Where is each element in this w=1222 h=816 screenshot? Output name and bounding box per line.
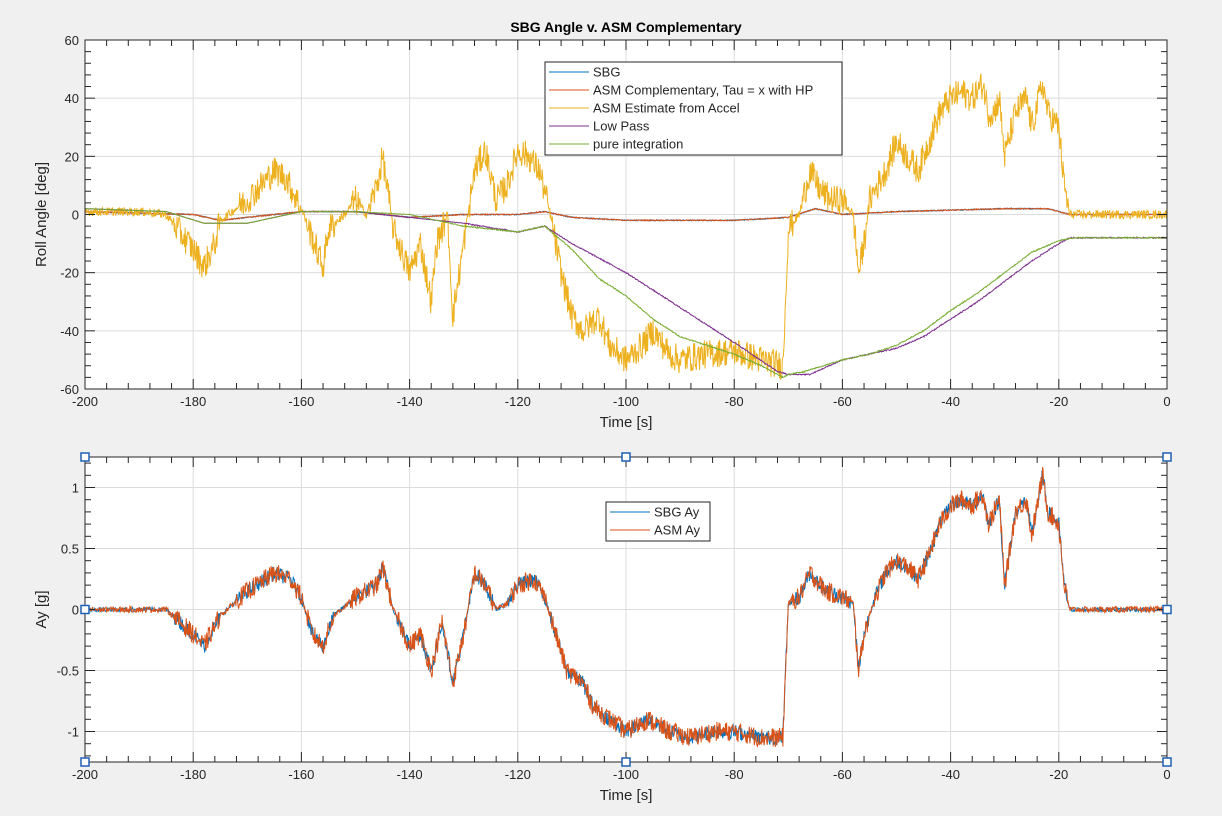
- y-axis-label: Ay [g]: [33, 590, 50, 628]
- y-tick-label: 20: [65, 149, 79, 164]
- y-tick-label: 0: [72, 603, 79, 618]
- legend-entry: pure integration: [593, 137, 683, 152]
- y-tick-label: 1: [72, 481, 79, 496]
- series-line-pure-integration: [85, 208, 1168, 379]
- axes-1[interactable]: -200 -180 -160 -140 -120 -100 -80 -60 -40 -20 0-60…: [33, 33, 1171, 431]
- x-tick-label: -80: [725, 394, 744, 409]
- y-tick-label: -0.5: [57, 664, 79, 679]
- legend-box: [605, 501, 711, 542]
- legend[interactable]: SBG ASM Complementary, Tau = x with HP ASM…: [544, 61, 843, 156]
- legend-entry: ASM Estimate from Accel: [593, 101, 740, 116]
- x-tick-label: -160: [288, 394, 314, 409]
- y-axis-label: Roll Angle [deg]: [33, 162, 50, 267]
- y-tick-label: 60: [65, 33, 79, 48]
- x-tick-label: -140: [397, 767, 423, 782]
- chart-title: SBG Angle v. ASM Complementary: [510, 19, 742, 35]
- x-tick-label: -60: [833, 394, 852, 409]
- selection-handle[interactable]: [80, 757, 90, 767]
- x-tick-label: 0: [1163, 767, 1170, 782]
- selection-handle[interactable]: [1162, 604, 1172, 615]
- x-tick-label: -180: [180, 767, 206, 782]
- legend-entry: ASM Ay: [654, 523, 701, 538]
- x-tick-label: -120: [505, 394, 531, 409]
- series-line-asm-estimate-from-accel: [84, 73, 1168, 380]
- x-tick-label: -200: [72, 394, 98, 409]
- legend-entry: SBG: [593, 65, 620, 80]
- x-tick-label: -20: [1049, 767, 1068, 782]
- y-tick-label: 0: [72, 208, 79, 223]
- x-tick-label: -180: [180, 394, 206, 409]
- series-line-asm-complementary-tau-x-with-hp: [85, 207, 1168, 222]
- x-axis-label: Time [s]: [600, 787, 653, 804]
- x-tick-label: -100: [613, 394, 639, 409]
- y-tick-label: -20: [60, 266, 79, 281]
- x-tick-label: -160: [288, 767, 314, 782]
- selection-handle[interactable]: [621, 452, 631, 462]
- y-tick-label: 40: [65, 91, 79, 106]
- y-tick-label: 0.5: [61, 542, 79, 557]
- x-tick-label: -120: [505, 767, 531, 782]
- y-tick-label: -60: [60, 382, 79, 397]
- x-tick-label: -200: [72, 767, 98, 782]
- y-tick-label: -1: [67, 725, 79, 740]
- legend-box: [544, 61, 843, 156]
- x-tick-label: -100: [613, 767, 639, 782]
- x-tick-label: -140: [397, 394, 423, 409]
- selection-handle[interactable]: [80, 604, 90, 615]
- y-tick-label: -40: [60, 324, 79, 339]
- x-tick-label: -80: [725, 767, 744, 782]
- x-tick-label: -40: [941, 394, 960, 409]
- selection-handle[interactable]: [80, 452, 90, 462]
- x-tick-label: -20: [1049, 394, 1068, 409]
- legend-entry: Low Pass: [593, 119, 650, 134]
- x-tick-label: -40: [941, 767, 960, 782]
- legend-entry: SBG Ay: [654, 505, 700, 520]
- x-tick-label: 0: [1163, 394, 1170, 409]
- x-axis-label: Time [s]: [600, 414, 653, 431]
- selection-handle[interactable]: [1162, 757, 1172, 767]
- axes-2[interactable]: -200 -180 -160 -140 -120 -100 -80 -60 -40 -20 0-1-…: [33, 452, 1172, 804]
- legend[interactable]: SBG Ay ASM Ay: [605, 501, 711, 542]
- selection-handle[interactable]: [621, 757, 631, 767]
- legend-entry: ASM Complementary, Tau = x with HP: [593, 83, 813, 98]
- selection-handle[interactable]: [1162, 452, 1172, 462]
- x-tick-label: -60: [833, 767, 852, 782]
- series-line-asm-ay: [84, 466, 1168, 748]
